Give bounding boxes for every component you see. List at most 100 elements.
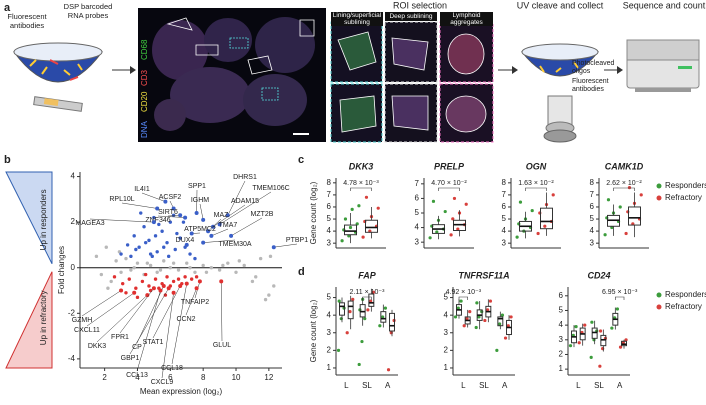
box bbox=[389, 312, 395, 332]
point bbox=[137, 245, 141, 249]
point bbox=[104, 245, 108, 249]
box bbox=[540, 207, 553, 230]
point bbox=[551, 193, 555, 197]
annotated-point bbox=[171, 290, 176, 295]
box bbox=[339, 302, 345, 316]
annotation: MAZ bbox=[214, 212, 230, 219]
point bbox=[465, 317, 469, 321]
y-tick-label: 5 bbox=[590, 214, 595, 223]
annotation: RPL10L bbox=[109, 196, 134, 203]
annotation: IL4I1 bbox=[134, 186, 150, 193]
y-tick-label: 3 bbox=[559, 335, 564, 344]
annotation: CXCL9 bbox=[151, 379, 174, 386]
point bbox=[348, 225, 353, 230]
annotation: DKK3 bbox=[88, 343, 106, 350]
point bbox=[226, 261, 230, 265]
annotation-leader bbox=[167, 215, 181, 217]
x-tick-label: 2 bbox=[102, 373, 107, 382]
annotation: SIRT6 bbox=[158, 209, 178, 216]
point bbox=[181, 220, 186, 224]
annotation: ZNF346 bbox=[145, 217, 170, 224]
annotated-point bbox=[271, 245, 276, 250]
annotated-point bbox=[171, 206, 176, 211]
probe-label: Fluorescent antibodies bbox=[7, 12, 47, 30]
annotation: SPP1 bbox=[188, 183, 206, 190]
annotation-leader bbox=[86, 292, 135, 327]
point bbox=[193, 270, 197, 274]
y-tick-label: 1 bbox=[559, 364, 564, 373]
x-tick-label: 6 bbox=[168, 373, 173, 382]
x-axis-label: Mean expression (log₂) bbox=[140, 387, 223, 396]
annotation-leader bbox=[136, 285, 164, 344]
y-tick-label: 6 bbox=[327, 202, 332, 211]
point bbox=[337, 299, 341, 303]
point bbox=[188, 252, 192, 256]
box bbox=[344, 224, 357, 236]
p-bracket bbox=[350, 187, 372, 191]
box bbox=[380, 311, 387, 323]
roi-type: Deep sublining bbox=[385, 12, 437, 21]
point bbox=[428, 236, 432, 240]
annotation: GZMH bbox=[72, 317, 93, 324]
point bbox=[125, 243, 130, 247]
point bbox=[340, 239, 344, 243]
panel-label: b bbox=[4, 154, 11, 166]
point bbox=[431, 199, 436, 203]
point bbox=[258, 256, 263, 261]
point bbox=[577, 341, 581, 345]
point bbox=[453, 315, 458, 319]
annotation: DUX4 bbox=[176, 237, 195, 244]
panel-title: CAMK1D bbox=[605, 161, 644, 171]
point bbox=[143, 240, 148, 245]
point bbox=[209, 266, 214, 270]
point bbox=[153, 234, 158, 238]
side-triangle bbox=[5, 171, 53, 264]
y-tick-label: 6 bbox=[590, 202, 595, 211]
annotated-point bbox=[201, 240, 206, 245]
box bbox=[347, 300, 354, 320]
annotation-leader bbox=[185, 288, 197, 316]
point bbox=[234, 270, 238, 274]
point bbox=[158, 268, 163, 272]
annotation: CCN2 bbox=[176, 316, 195, 323]
annotation: TMEM30A bbox=[218, 241, 251, 248]
y-tick-label: 2 bbox=[444, 345, 449, 354]
y-tick-label: 3 bbox=[444, 328, 449, 337]
annotation: ACSF2 bbox=[159, 194, 182, 201]
point bbox=[443, 209, 447, 214]
annotated-point bbox=[225, 213, 230, 218]
point bbox=[601, 347, 605, 351]
annotated-point bbox=[119, 288, 124, 293]
point bbox=[509, 315, 513, 319]
point bbox=[165, 275, 169, 279]
p-value: 4.92 × 10⁻³ bbox=[446, 289, 482, 296]
annotation-leader bbox=[203, 239, 236, 243]
point bbox=[456, 306, 460, 310]
point bbox=[536, 231, 540, 236]
point bbox=[483, 318, 487, 323]
y-tick-label: 8 bbox=[327, 178, 332, 187]
annotation: GBP1 bbox=[121, 355, 140, 362]
x-tick-label: 10 bbox=[232, 373, 241, 382]
point bbox=[263, 297, 268, 302]
point bbox=[474, 325, 478, 330]
point bbox=[99, 272, 104, 277]
annotation: CXCL11 bbox=[74, 327, 100, 334]
point bbox=[132, 234, 136, 238]
x-tick-label: A bbox=[502, 381, 508, 390]
point bbox=[94, 254, 99, 259]
point bbox=[590, 320, 594, 324]
point bbox=[464, 202, 468, 206]
annotation-leader bbox=[141, 192, 166, 202]
y-tick-label: 2 bbox=[559, 350, 564, 359]
panel-label: c bbox=[298, 154, 304, 166]
annotated-point bbox=[178, 283, 183, 288]
point bbox=[477, 315, 481, 319]
point bbox=[171, 261, 176, 265]
y-tick-label: 4 bbox=[327, 310, 332, 319]
legend-label: Refractory bbox=[665, 193, 702, 202]
y-tick-label: 1 bbox=[327, 363, 332, 372]
point bbox=[139, 211, 143, 215]
annotation-leader bbox=[161, 292, 174, 379]
y-tick-label: -2 bbox=[68, 308, 76, 317]
